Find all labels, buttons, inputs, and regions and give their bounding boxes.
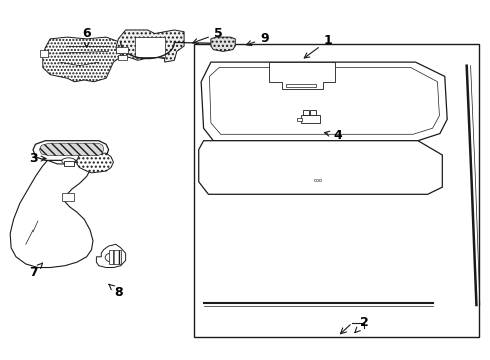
Polygon shape — [10, 160, 94, 267]
Text: 8: 8 — [109, 284, 122, 299]
Bar — [297, 118, 302, 121]
Polygon shape — [43, 37, 121, 82]
Text: 6: 6 — [82, 27, 91, 48]
Polygon shape — [77, 153, 114, 173]
Polygon shape — [270, 62, 335, 89]
Ellipse shape — [62, 158, 75, 164]
Polygon shape — [39, 143, 104, 156]
Polygon shape — [199, 141, 442, 194]
Polygon shape — [97, 244, 125, 267]
Polygon shape — [287, 84, 316, 87]
Text: ooo: ooo — [314, 177, 322, 183]
Text: 5: 5 — [193, 27, 222, 44]
Bar — [116, 47, 128, 53]
Bar — [62, 193, 74, 202]
Bar — [109, 249, 121, 264]
Bar — [310, 110, 316, 115]
Bar — [135, 37, 165, 57]
Bar — [194, 44, 479, 337]
Polygon shape — [116, 30, 184, 62]
Bar — [118, 55, 127, 60]
Bar — [303, 110, 309, 115]
Polygon shape — [201, 62, 447, 141]
Bar — [301, 115, 319, 123]
Text: 4: 4 — [324, 129, 342, 142]
Text: 7: 7 — [29, 263, 43, 279]
Text: 9: 9 — [246, 32, 269, 46]
Polygon shape — [33, 141, 109, 160]
Text: 2: 2 — [355, 316, 369, 333]
Circle shape — [105, 253, 117, 262]
Bar — [40, 50, 48, 57]
Text: 1: 1 — [304, 34, 332, 58]
Polygon shape — [211, 37, 235, 51]
Text: 3: 3 — [29, 152, 46, 165]
Bar — [64, 161, 74, 166]
